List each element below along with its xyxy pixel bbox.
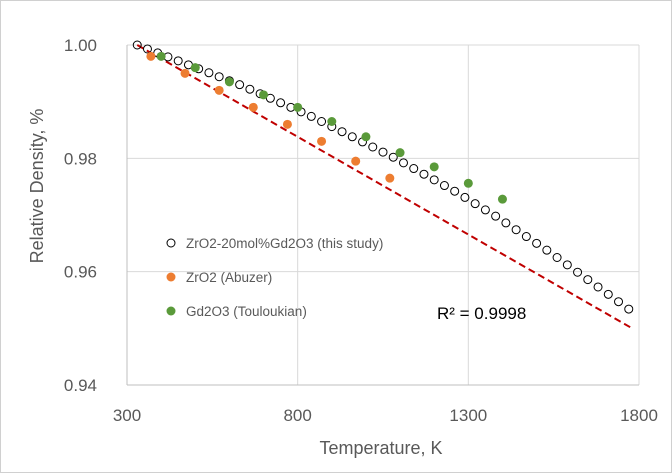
data-point-series-0	[562, 260, 572, 270]
y-tick-label: 1.00	[64, 36, 97, 55]
data-point-series-0	[173, 56, 183, 66]
grid-lines	[127, 44, 640, 385]
legend: ZrO2-20mol%Gd2O3 (this study) ZrO2 (Abuz…	[166, 236, 383, 319]
data-point-series-0	[245, 84, 255, 94]
y-tick-label: 0.96	[64, 263, 97, 282]
data-point-series-0	[368, 142, 378, 152]
data-point-series-0	[347, 132, 357, 142]
data-point-series-0	[501, 218, 511, 228]
data-point-series-1	[146, 51, 156, 61]
data-point-series-0	[306, 111, 316, 121]
data-point-series-2	[224, 77, 234, 87]
data-point-series-0	[439, 181, 449, 191]
legend-marker-abuzer	[166, 272, 176, 282]
data-point-series-1	[351, 156, 361, 166]
x-tick-label: 1300	[449, 406, 487, 425]
legend-marker-touloukian	[166, 306, 176, 316]
data-point-series-0	[450, 186, 460, 196]
r-squared-annotation: R² = 0.9998	[437, 304, 526, 323]
data-point-series-0	[532, 238, 542, 248]
data-point-series-0	[142, 44, 152, 54]
data-point-series-0	[593, 282, 603, 292]
data-point-series-0	[429, 175, 439, 185]
data-point-series-1	[317, 136, 327, 146]
x-axis-title: Temperature, K	[319, 438, 442, 458]
data-point-series-2	[395, 148, 405, 158]
data-point-series-2	[463, 178, 473, 188]
data-point-series-0	[511, 225, 521, 235]
data-point-series-1	[214, 85, 224, 95]
data-point-series-1	[180, 68, 190, 78]
axes	[126, 45, 639, 386]
data-point-series-2	[156, 51, 166, 61]
data-point-series-0	[409, 164, 419, 174]
y-tick-label: 0.94	[64, 376, 97, 395]
x-tick-label: 800	[283, 406, 311, 425]
data-point-series-0	[235, 80, 245, 90]
data-point-series-0	[521, 232, 531, 242]
data-point-series-0	[317, 117, 327, 126]
data-point-series-1	[385, 173, 395, 183]
fit-line-group	[136, 44, 633, 330]
y-tick-label: 0.98	[64, 149, 97, 168]
legend-label-this-study: ZrO2-20mol%Gd2O3 (this study)	[186, 236, 383, 251]
data-point-series-0	[276, 98, 286, 108]
data-point-series-2	[327, 117, 337, 126]
data-point-series-0	[388, 152, 398, 162]
data-point-series-0	[214, 72, 224, 82]
data-point-series-0	[419, 169, 429, 179]
data-points	[132, 40, 634, 314]
data-point-series-0	[552, 253, 562, 262]
data-point-series-0	[614, 297, 624, 307]
data-point-series-0	[398, 158, 408, 168]
data-point-series-1	[248, 102, 258, 112]
y-axis-title: Relative Density, %	[27, 109, 47, 264]
data-point-series-0	[480, 205, 490, 215]
data-point-series-2	[190, 63, 200, 73]
data-point-series-2	[259, 90, 269, 100]
tick-labels: 0.94 0.96 0.98 1.00 300 800 1300 1800	[64, 36, 658, 425]
data-point-series-0	[624, 304, 634, 314]
data-point-series-0	[542, 245, 552, 255]
legend-marker-this-study	[166, 238, 176, 248]
fit-line	[136, 44, 633, 330]
data-point-series-0	[337, 127, 347, 137]
data-point-series-0	[491, 211, 501, 221]
data-point-series-0	[132, 40, 142, 50]
data-point-series-1	[282, 119, 292, 129]
data-point-series-2	[293, 102, 303, 112]
data-point-series-2	[497, 194, 507, 204]
data-point-series-0	[583, 275, 593, 285]
data-point-series-2	[361, 132, 371, 142]
legend-label-touloukian: Gd2O3 (Touloukian)	[186, 304, 307, 319]
data-point-series-0	[204, 68, 214, 78]
data-point-series-0	[603, 289, 613, 299]
data-point-series-0	[460, 192, 470, 202]
data-point-series-2	[429, 162, 439, 172]
x-tick-label: 1800	[620, 406, 658, 425]
legend-label-abuzer: ZrO2 (Abuzer)	[186, 270, 272, 285]
data-point-series-0	[470, 199, 480, 209]
data-point-series-0	[378, 147, 388, 157]
data-point-series-0	[573, 267, 583, 277]
x-tick-label: 300	[113, 406, 141, 425]
